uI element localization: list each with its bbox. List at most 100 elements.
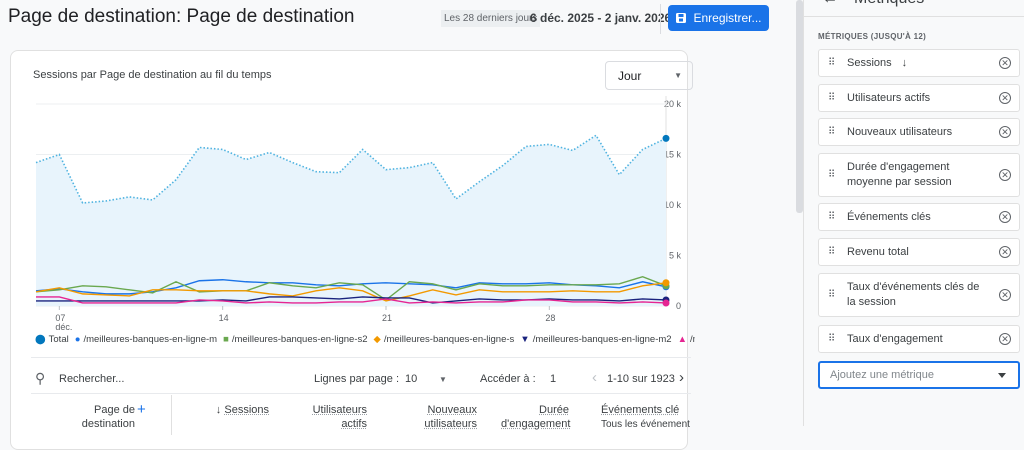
- total-area: [36, 135, 666, 306]
- drag-handle-icon[interactable]: ⠿: [828, 169, 835, 181]
- y-tick-label: 5 k: [669, 251, 682, 261]
- granularity-value: Jour: [618, 68, 642, 83]
- next-page-icon[interactable]: ›: [679, 369, 684, 386]
- divider: [660, 4, 661, 34]
- metric-label: Sessions: [847, 56, 892, 69]
- metric-label: Utilisateurs actifs: [847, 91, 931, 104]
- metric-item[interactable]: ⠿ Taux d'engagement ✕: [818, 325, 1020, 353]
- divider: [31, 393, 691, 394]
- metric-item[interactable]: ⠿ Taux d'événements clés de la session ✕: [818, 273, 1020, 317]
- legend-marker-icon: ■: [223, 334, 229, 345]
- legend-item[interactable]: ■/meilleures-banques-en-ligne-s2: [223, 334, 367, 345]
- y-tick-label: 20 k: [664, 99, 682, 109]
- legend-label: Total: [48, 334, 69, 345]
- y-tick-label: 0: [676, 301, 681, 311]
- legend-item[interactable]: ▼/meilleures-banques-en-ligne-m2: [520, 334, 671, 345]
- x-tick-sublabel: déc.: [55, 322, 72, 331]
- remove-metric-icon[interactable]: ✕: [999, 57, 1011, 69]
- panel-title: Métriques: [854, 0, 924, 8]
- caret-down-icon: ▼: [674, 71, 682, 80]
- y-tick-label: 10 k: [664, 200, 682, 210]
- legend-item[interactable]: ▲/meilleu: [678, 334, 695, 345]
- data-point: [662, 299, 670, 307]
- metrics-panel: ← Métriques MÉTRIQUES (JUSQU'À 12) ⠿ Sess…: [803, 0, 1024, 426]
- drag-handle-icon[interactable]: ⠿: [828, 289, 835, 301]
- table-toolbar: ⚲ Rechercher... Lignes par page : 10 ▼ A…: [31, 365, 691, 393]
- series-line: [35, 275, 667, 301]
- legend-item[interactable]: ●/meilleures-banques-en-ligne-m: [75, 334, 217, 345]
- remove-metric-icon[interactable]: ✕: [999, 246, 1011, 258]
- rows-per-page-select[interactable]: 10: [405, 373, 418, 385]
- remove-metric-icon[interactable]: ✕: [999, 169, 1011, 181]
- x-tick-label: 28: [545, 313, 555, 323]
- metric-item[interactable]: ⠿ Durée d'engagement moyenne par session ✕: [818, 153, 1020, 197]
- metric-item[interactable]: ⠿ Revenu total ✕: [818, 238, 1020, 266]
- legend-label: /meilleu: [689, 334, 695, 345]
- drag-handle-icon[interactable]: ⠿: [828, 57, 835, 69]
- goto-input[interactable]: 1: [550, 373, 557, 385]
- legend-label: /meilleures-banques-en-ligne-m2: [532, 334, 672, 345]
- legend-label: /meilleures-banques-en-ligne-m: [83, 334, 218, 345]
- metric-item[interactable]: ⠿ Événements clés ✕: [818, 203, 1020, 231]
- save-icon: [676, 13, 687, 23]
- page-title: Page de destination: Page de destination: [8, 6, 355, 27]
- legend-item[interactable]: ⬤ Total: [35, 334, 69, 345]
- prev-page-icon[interactable]: ‹: [592, 369, 597, 386]
- drag-handle-icon[interactable]: ⠿: [828, 126, 835, 138]
- back-arrow-icon[interactable]: ←: [822, 0, 838, 8]
- save-label: Enregistrer...: [693, 11, 762, 25]
- column-header-active-users[interactable]: Utilisateurs actifs: [312, 404, 367, 430]
- column-header-new-users[interactable]: Nouveaux utilisateurs: [424, 404, 477, 430]
- data-point: [662, 279, 670, 287]
- legend-label: /meilleures-banques-en-ligne-s2: [231, 334, 368, 345]
- search-icon: ⚲: [35, 370, 46, 386]
- granularity-select[interactable]: Jour ▼: [605, 61, 693, 90]
- sort-down-icon: ↓: [215, 404, 225, 416]
- data-point: [662, 134, 670, 142]
- date-range[interactable]: 6 déc. 2025 - 2 janv. 2026: [530, 11, 672, 25]
- drag-handle-icon[interactable]: ⠿: [828, 333, 835, 345]
- save-button[interactable]: Enregistrer...: [668, 5, 769, 31]
- date-range-chip[interactable]: Les 28 derniers jours: [441, 10, 541, 27]
- add-metric-select[interactable]: Ajoutez une métrique: [818, 361, 1020, 389]
- legend-marker-icon: ▼: [520, 334, 530, 345]
- series-line: [36, 296, 667, 304]
- chart-card: Sessions par Page de destination au fil …: [10, 50, 695, 450]
- caret-down-icon[interactable]: ▼: [439, 375, 447, 384]
- remove-metric-icon[interactable]: ✕: [999, 126, 1011, 138]
- remove-metric-icon[interactable]: ✕: [999, 92, 1011, 104]
- y-tick-label: 15 k: [664, 150, 682, 160]
- series-line-total: [35, 134, 667, 204]
- drag-handle-icon[interactable]: ⠿: [828, 92, 835, 104]
- panel-header: ← Métriques: [804, 0, 1024, 17]
- column-header-engagement[interactable]: Durée d'engagement: [501, 404, 571, 430]
- x-tick-label: 21: [382, 313, 392, 323]
- drag-handle-icon[interactable]: ⠿: [828, 246, 835, 258]
- metric-label: Revenu total: [847, 245, 909, 258]
- legend-marker-icon: ◆: [373, 334, 381, 345]
- pagination-text: 1-10 sur 1923: [607, 373, 675, 385]
- metric-item[interactable]: ⠿ Nouveaux utilisateurs ✕: [818, 118, 1020, 146]
- legend-marker-icon: ▲: [677, 334, 687, 345]
- sort-down-icon: ↓: [901, 56, 908, 69]
- goto-label: Accéder à :: [480, 373, 536, 385]
- add-dimension-icon[interactable]: +: [137, 401, 146, 418]
- remove-metric-icon[interactable]: ✕: [999, 211, 1011, 223]
- legend-item[interactable]: ◆/meilleures-banques-en-ligne-s: [374, 334, 515, 345]
- x-tick-label: 14: [219, 313, 229, 323]
- chart-title: Sessions par Page de destination au fil …: [33, 69, 272, 81]
- legend-label: /meilleures-banques-en-ligne-s: [383, 334, 515, 345]
- remove-metric-icon[interactable]: ✕: [999, 289, 1011, 301]
- drag-handle-icon[interactable]: ⠿: [828, 211, 835, 223]
- search-input[interactable]: Rechercher...: [59, 373, 125, 385]
- scrollbar[interactable]: [796, 0, 803, 213]
- metric-label: Durée d'engagement moyenne par session: [847, 161, 952, 188]
- remove-metric-icon[interactable]: ✕: [999, 333, 1011, 345]
- metric-item[interactable]: ⠿ Utilisateurs actifs ✕: [818, 84, 1020, 112]
- column-header-sessions[interactable]: ↓ Sessions: [215, 404, 269, 416]
- column-header-landing-page[interactable]: Page de destination: [81, 404, 135, 430]
- column-header-key-events[interactable]: Événements clé Tous les événement: [601, 404, 690, 430]
- legend-marker-icon: ⬤: [35, 334, 46, 345]
- metric-item[interactable]: ⠿ Sessions ↓ ✕: [818, 49, 1020, 77]
